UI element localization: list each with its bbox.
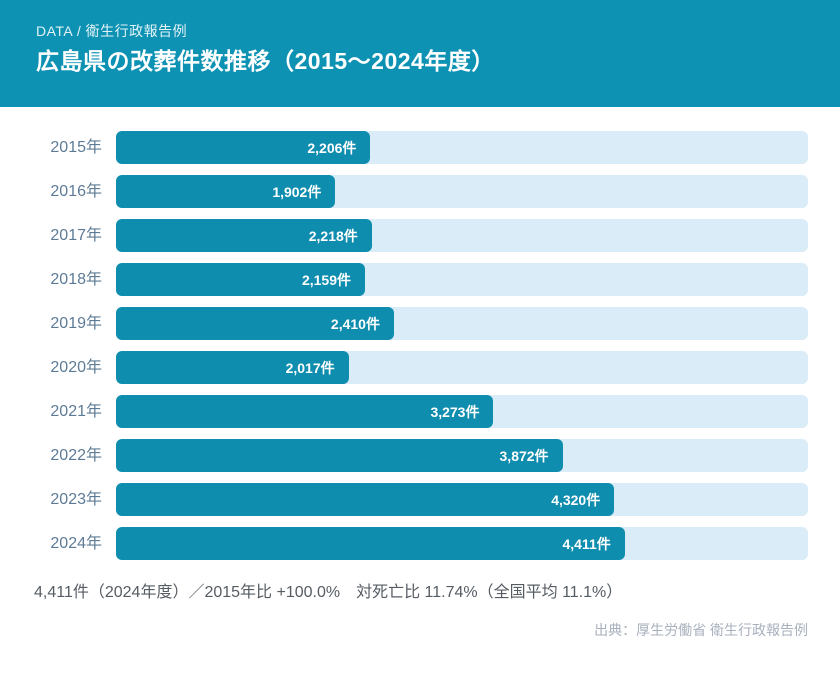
summary-stats: 4,411件（2024年度）／2015年比 +100.0% 対死亡比 11.74… xyxy=(34,584,623,601)
chart-row: 2015年 2,206件 xyxy=(32,131,808,164)
bar: 2,206件 xyxy=(116,131,371,164)
bar-track: 2,410件 xyxy=(116,307,808,340)
page-title: 広島県の改葬件数推移（2015～2024年度） xyxy=(36,48,495,74)
header: DATA / 衛生行政報告例 広島県の改葬件数推移（2015～2024年度） xyxy=(0,0,840,107)
chart-row: 2018年 2,159件 xyxy=(32,263,808,296)
bar-track: 1,902件 xyxy=(116,175,808,208)
header-eyebrow: DATA / 衛生行政報告例 xyxy=(36,23,188,39)
chart-row: 2022年 3,872件 xyxy=(32,439,808,472)
bar: 1,902件 xyxy=(116,175,336,208)
bar-value-label: 1,902件 xyxy=(272,183,322,200)
bar-value-label: 4,411件 xyxy=(562,535,611,552)
year-label: 2024年 xyxy=(50,534,102,552)
bar-value-label: 2,206件 xyxy=(307,139,357,156)
year-label: 2023年 xyxy=(50,490,102,508)
chart-row: 2024年 4,411件 xyxy=(32,527,808,560)
bar-track: 2,218件 xyxy=(116,219,808,252)
bar: 3,872件 xyxy=(116,439,563,472)
bar-track: 4,411件 xyxy=(116,527,808,560)
year-label: 2019年 xyxy=(50,314,102,332)
bar-value-label: 2,017件 xyxy=(285,359,335,376)
bar: 2,017件 xyxy=(116,351,349,384)
bar: 2,410件 xyxy=(116,307,394,340)
bar-track: 3,872件 xyxy=(116,439,808,472)
bar-value-label: 2,410件 xyxy=(330,315,380,332)
chart-row: 2016年 1,902件 xyxy=(32,175,808,208)
chart-row: 2023年 4,320件 xyxy=(32,483,808,516)
chart-row: 2021年 3,273件 xyxy=(32,395,808,428)
bar-value-label: 2,218件 xyxy=(308,227,358,244)
bar: 3,273件 xyxy=(116,395,494,428)
bar: 4,411件 xyxy=(116,527,625,560)
year-label: 2015年 xyxy=(50,138,102,156)
bar-value-label: 2,159件 xyxy=(301,271,351,288)
bar: 2,159件 xyxy=(116,263,365,296)
bar-track: 3,273件 xyxy=(116,395,808,428)
bar-track: 2,206件 xyxy=(116,131,808,164)
bar-value-label: 3,872件 xyxy=(499,447,549,464)
bar: 2,218件 xyxy=(116,219,372,252)
source-attribution: 出典：厚生労働省 衛生行政報告例 xyxy=(594,621,808,638)
year-label: 2016年 xyxy=(50,182,102,200)
year-label: 2021年 xyxy=(50,402,102,420)
chart-row: 2019年 2,410件 xyxy=(32,307,808,340)
chart-row: 2017年 2,218件 xyxy=(32,219,808,252)
bar-chart: 2015年 2,206件 2016年 1,902件 2017年 2,218件 2018年 2,… xyxy=(0,107,840,560)
year-label: 2017年 xyxy=(50,226,102,244)
bar-value-label: 4,320件 xyxy=(551,491,601,508)
bar-track: 2,159件 xyxy=(116,263,808,296)
bar: 4,320件 xyxy=(116,483,615,516)
bar-track: 4,320件 xyxy=(116,483,808,516)
bar-track: 2,017件 xyxy=(116,351,808,384)
bar-value-label: 3,273件 xyxy=(430,403,480,420)
year-label: 2020年 xyxy=(50,358,102,376)
year-label: 2022年 xyxy=(50,446,102,464)
year-label: 2018年 xyxy=(50,270,102,288)
chart-row: 2020年 2,017件 xyxy=(32,351,808,384)
